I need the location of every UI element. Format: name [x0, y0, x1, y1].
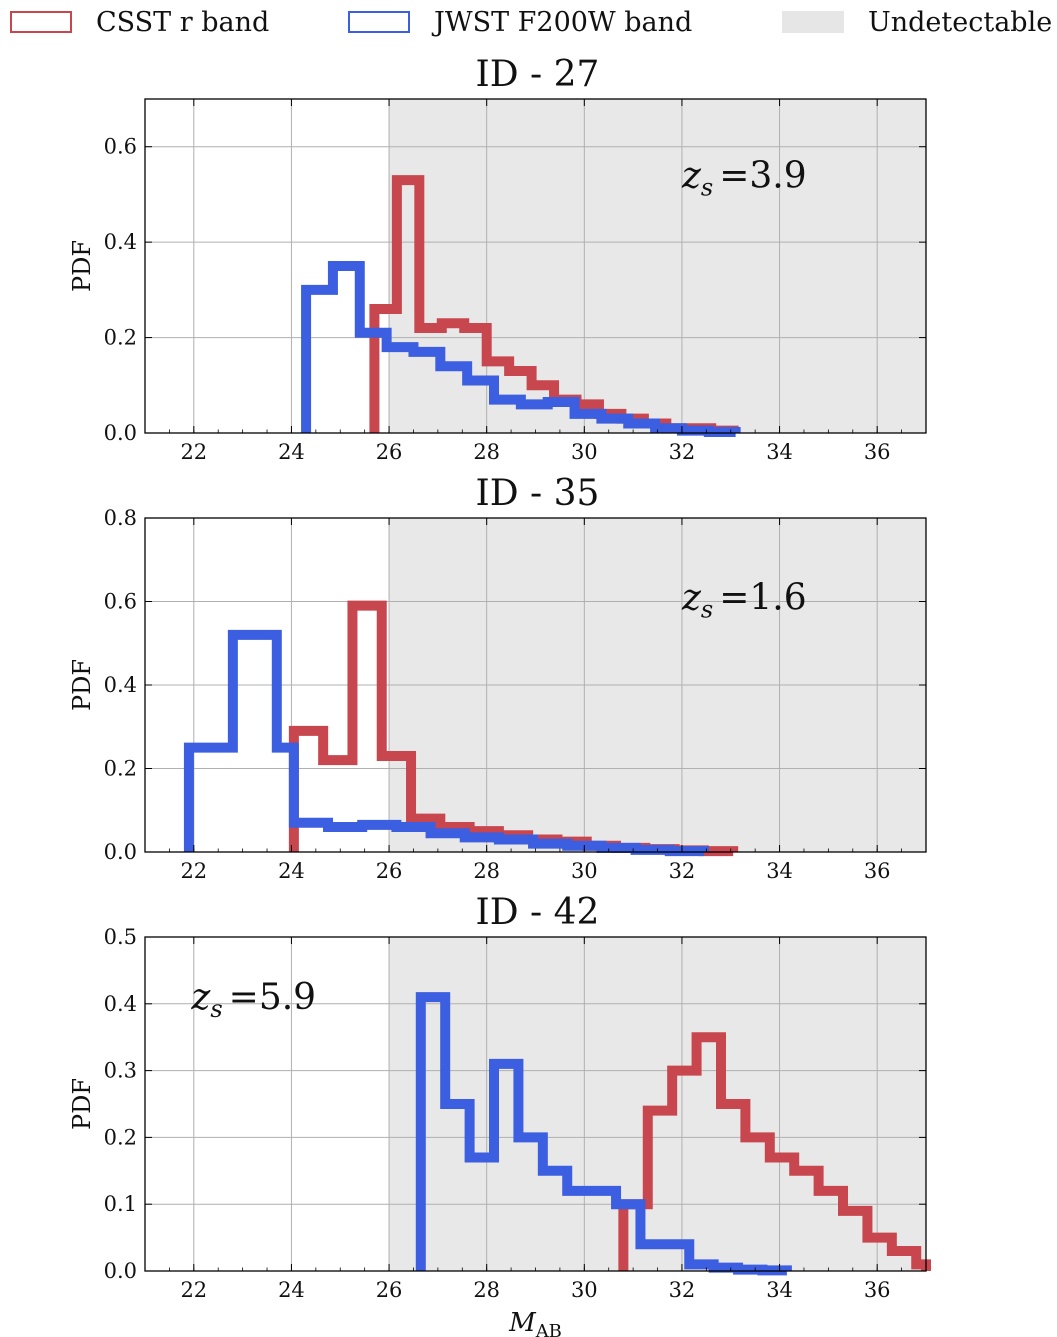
y-tick-label: 0.2 — [104, 1125, 137, 1149]
chart-2: 22 24 26 28 30 32 34 36 0.0 0.2 0.4 0.6 0.8 ID - 35 PD… — [68, 473, 927, 883]
x-tick-label: 34 — [766, 1278, 793, 1302]
legend-label-csst: CSST r band — [96, 6, 270, 38]
x-tick-label: 30 — [571, 440, 598, 464]
legend-swatch-jwst — [348, 11, 410, 33]
x-tick-label: 26 — [376, 1278, 403, 1302]
x-tick-label: 32 — [669, 1278, 696, 1302]
x-tick-label: 32 — [669, 859, 696, 883]
chart-title: ID - 35 — [476, 473, 600, 514]
y-tick-label: 0.2 — [104, 326, 137, 350]
x-tick-label: 28 — [473, 1278, 500, 1302]
x-tick-label: 22 — [180, 859, 207, 883]
x-tick-label: 28 — [473, 859, 500, 883]
x-tick-label: 24 — [278, 1278, 305, 1302]
chart-title: ID - 27 — [476, 54, 600, 95]
y-tick-label: 0.1 — [104, 1192, 137, 1216]
x-tick-label: 26 — [376, 440, 403, 464]
y-tick-label: 0.8 — [104, 506, 137, 530]
series-jwst-histogram — [415, 992, 792, 1276]
y-tick-label: 0.3 — [104, 1059, 137, 1083]
chart-1: 22 24 26 28 30 32 34 36 0.0 0.2 0.4 0.6 ID - 27 PDF zs… — [68, 54, 927, 464]
chart-title: ID - 42 — [476, 892, 600, 933]
y-tick-label: 0.6 — [104, 135, 137, 159]
series-jwst-histogram — [301, 261, 741, 438]
redshift-annotation: zs =1.6 — [681, 577, 807, 623]
x-tick-label: 24 — [278, 440, 305, 464]
x-tick-label: 32 — [669, 440, 696, 464]
y-tick-label: 0.0 — [104, 840, 137, 864]
x-tick-label: 34 — [766, 440, 793, 464]
x-axis-label: MAB — [508, 1308, 562, 1337]
x-tick-label: 22 — [180, 440, 207, 464]
y-tick-label: 0.4 — [104, 673, 137, 697]
x-tick-label: 28 — [473, 440, 500, 464]
redshift-annotation: zs =5.9 — [190, 977, 316, 1023]
y-tick-label: 0.4 — [104, 992, 137, 1016]
x-tick-label: 34 — [766, 859, 793, 883]
legend-label-undetectable: Undetectable — [868, 6, 1053, 38]
x-tick-label: 30 — [571, 1278, 598, 1302]
legend-label-jwst: JWST F200W band — [434, 6, 693, 38]
y-tick-label: 0.2 — [104, 757, 137, 781]
chart-3: 22 24 26 28 30 32 34 36 0.0 0.1 0.2 0.3 0.4 0.5 ID - 4… — [68, 892, 931, 1337]
y-tick-label: 0.5 — [104, 925, 137, 949]
y-tick-label: 0.6 — [104, 590, 137, 614]
series-jwst-histogram — [183, 629, 709, 857]
undetectable-region — [389, 937, 926, 1271]
x-tick-label: 36 — [864, 440, 891, 464]
x-tick-label: 30 — [571, 859, 598, 883]
series-csst-histogram — [618, 1032, 931, 1271]
y-tick-label: 0.0 — [104, 421, 137, 445]
legend-item-jwst: JWST F200W band — [348, 4, 692, 40]
y-axis-label: PDF — [68, 240, 96, 292]
redshift-annotation: zs =3.9 — [681, 155, 807, 201]
legend-swatch-undetectable — [782, 11, 844, 33]
legend-item-csst: CSST r band — [10, 4, 269, 40]
legend-swatch-csst — [10, 11, 72, 33]
y-axis-label: PDF — [68, 659, 96, 711]
x-tick-label: 36 — [864, 859, 891, 883]
y-tick-label: 0.4 — [104, 230, 137, 254]
legend-item-undetectable: Undetectable — [782, 4, 1052, 40]
y-tick-label: 0.0 — [104, 1259, 137, 1283]
x-tick-label: 24 — [278, 859, 305, 883]
x-tick-label: 26 — [376, 859, 403, 883]
x-tick-label: 22 — [180, 1278, 207, 1302]
y-axis-label: PDF — [68, 1078, 96, 1130]
x-tick-label: 36 — [864, 1278, 891, 1302]
legend: CSST r band JWST F200W band Undetectable — [0, 0, 1057, 46]
